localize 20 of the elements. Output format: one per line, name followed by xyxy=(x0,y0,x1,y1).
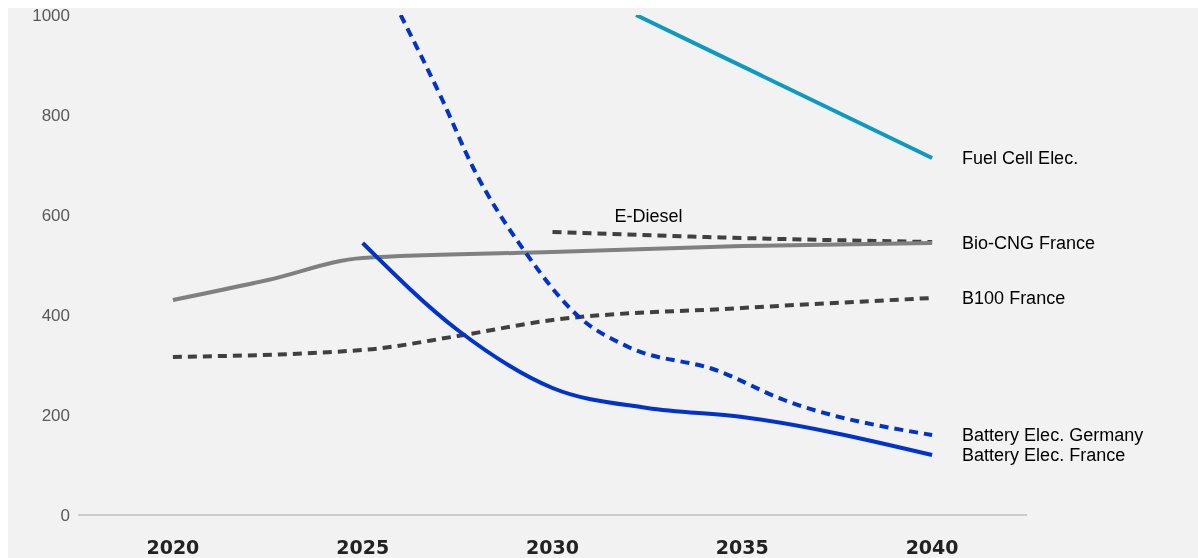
x-tick-label: 2035 xyxy=(715,536,769,558)
series-label: Battery Elec. Germany xyxy=(962,425,1144,445)
series-label: Fuel Cell Elec. xyxy=(962,148,1079,168)
x-tick-label: 2030 xyxy=(526,536,579,558)
y-tick-label: 800 xyxy=(41,106,70,126)
y-tick-label: 600 xyxy=(41,206,70,226)
y-tick-label: 200 xyxy=(41,406,70,426)
series-label: B100 France xyxy=(962,288,1066,308)
line-series xyxy=(360,241,935,457)
y-tick-label: 0 xyxy=(60,506,70,526)
series-label: Bio-CNG France xyxy=(962,233,1096,253)
line-series xyxy=(398,15,935,437)
y-tick-label: 1000 xyxy=(32,6,70,26)
x-tick-label: 2020 xyxy=(146,536,200,558)
series-label: E-Diesel xyxy=(614,206,683,226)
x-tick-label: 2025 xyxy=(336,536,390,558)
line-series xyxy=(170,241,935,302)
y-tick-label: 400 xyxy=(41,306,70,326)
x-tick-label: 2040 xyxy=(905,536,959,558)
series-label: Battery Elec. France xyxy=(962,445,1126,465)
